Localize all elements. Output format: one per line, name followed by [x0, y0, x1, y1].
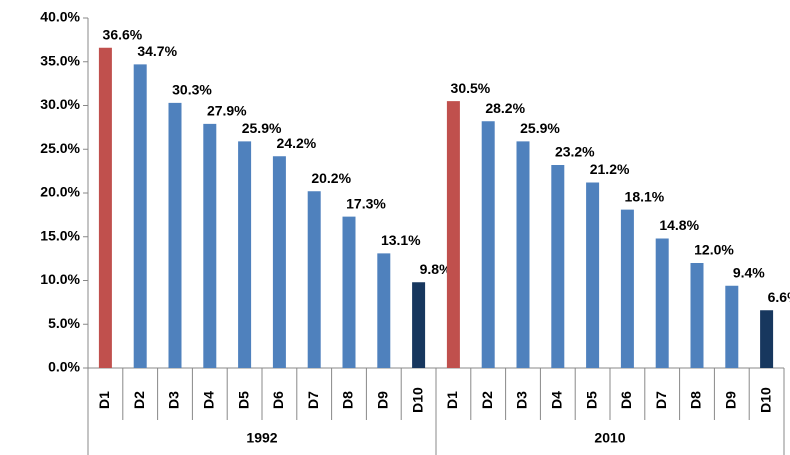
y-tick-label: 40.0%: [40, 9, 80, 25]
bar: [620, 209, 634, 368]
x-tick-label: D9: [723, 391, 739, 409]
y-tick-label: 25.0%: [40, 140, 80, 156]
value-label: 25.9%: [242, 120, 282, 136]
bar: [655, 238, 669, 368]
x-tick-label: D10: [409, 387, 425, 413]
bar: [760, 310, 774, 368]
bar: [238, 141, 252, 368]
value-label: 23.2%: [555, 144, 595, 160]
value-label: 24.2%: [277, 135, 317, 151]
bar: [133, 64, 147, 368]
x-tick-label: D2: [131, 391, 147, 409]
x-tick-label: D9: [375, 391, 391, 409]
x-tick-label: D1: [444, 391, 460, 409]
value-label: 36.6%: [103, 26, 143, 42]
x-tick-label: D4: [549, 391, 565, 409]
x-tick-label: D5: [583, 391, 599, 409]
y-tick-label: 20.0%: [40, 184, 80, 200]
value-label: 30.5%: [451, 80, 491, 96]
bar: [203, 123, 217, 368]
y-tick-label: 35.0%: [40, 52, 80, 68]
x-tick-label: D1: [96, 391, 112, 409]
bar: [446, 101, 460, 368]
value-label: 6.6%: [768, 289, 790, 305]
value-label: 25.9%: [520, 120, 560, 136]
y-tick-label: 10.0%: [40, 271, 80, 287]
y-tick-label: 30.0%: [40, 96, 80, 112]
bar: [690, 263, 704, 368]
bar: [98, 47, 112, 368]
x-tick-label: D6: [618, 391, 634, 409]
value-label: 34.7%: [137, 43, 177, 59]
x-tick-label: D8: [688, 391, 704, 409]
y-tick-label: 5.0%: [48, 315, 80, 331]
x-tick-label: D3: [514, 391, 530, 409]
y-tick-label: 15.0%: [40, 227, 80, 243]
x-tick-label: D8: [340, 391, 356, 409]
value-label: 27.9%: [207, 103, 247, 119]
bar: [412, 282, 426, 368]
bar: [586, 182, 600, 368]
value-label: 14.8%: [659, 217, 699, 233]
value-label: 20.2%: [311, 170, 351, 186]
x-tick-label: D6: [270, 391, 286, 409]
value-label: 21.2%: [590, 161, 630, 177]
x-tick-label: D7: [305, 391, 321, 409]
value-label: 12.0%: [694, 242, 734, 258]
value-label: 13.1%: [381, 232, 421, 248]
bar: [551, 165, 565, 368]
bar: [516, 141, 530, 368]
x-tick-label: D3: [166, 391, 182, 409]
x-tick-label: D4: [201, 391, 217, 409]
bar: [307, 191, 321, 368]
x-tick-label: D5: [235, 391, 251, 409]
bar: [168, 102, 182, 368]
y-tick-label: 0.0%: [48, 359, 80, 375]
bar: [377, 253, 391, 368]
x-tick-label: D10: [757, 387, 773, 413]
x-tick-label: D7: [653, 391, 669, 409]
value-label: 30.3%: [172, 82, 212, 98]
group-label: 1992: [246, 430, 277, 446]
bar: [725, 285, 739, 368]
group-label: 2010: [594, 430, 625, 446]
value-label: 18.1%: [625, 188, 665, 204]
value-label: 9.4%: [733, 264, 765, 280]
x-tick-label: D2: [479, 391, 495, 409]
bar: [481, 121, 495, 368]
bar: [342, 216, 356, 368]
value-label: 9.8%: [420, 261, 452, 277]
bar: [272, 156, 286, 368]
value-label: 28.2%: [485, 100, 525, 116]
value-label: 17.3%: [346, 195, 386, 211]
